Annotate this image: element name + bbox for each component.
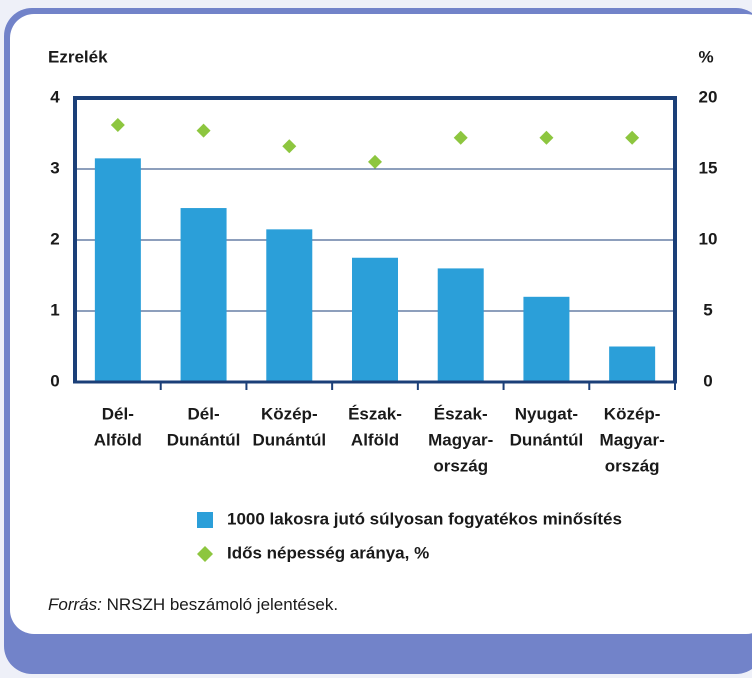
bar [609,346,656,382]
x-tick-label: Alföld [351,430,399,449]
x-tick-label: ország [433,456,488,475]
diamond-marker [453,130,468,145]
bar [523,296,570,382]
y2-tick-label: 0 [703,371,712,390]
legend-swatch [197,512,213,528]
bar [94,158,141,382]
legend-label: 1000 lakosra jutó súlyosan fogyatékos mi… [227,509,622,528]
y-tick-label: 0 [50,371,59,390]
x-tick-label: Közép- [261,404,318,423]
plot-frame [73,96,677,382]
diamond-marker [110,117,125,132]
diamond-marker [196,123,211,138]
x-tick-label: Közép- [604,404,661,423]
diamond-marker [368,154,382,169]
source-text: NRSZH beszámoló jelentések. [107,595,338,614]
legend-swatch [197,546,213,562]
diamond-marker [539,130,554,145]
y2-tick-label: 10 [699,229,718,248]
source-label: Forrás: [48,595,102,614]
y-tick-label: 2 [50,229,59,248]
x-tick-label: Nyugat- [515,404,578,423]
x-tick-label: Magyar- [600,430,665,449]
x-tick-label: Alföld [94,430,142,449]
x-tick-label: Dél- [102,404,134,423]
y-axis-label: Ezrelék [48,47,108,66]
y-tick-label: 4 [50,87,60,106]
diamond-marker [282,139,297,154]
bar [352,257,398,382]
legend-label: Idős népesség aránya, % [227,543,429,562]
y2-tick-label: 15 [699,158,718,177]
y2-tick-label: 5 [703,300,712,319]
source: Forrás: NRSZH beszámoló jelentések. [48,595,338,614]
x-tick-label: Magyar- [428,430,493,449]
x-tick-label: ország [605,456,660,475]
x-tick-label: Dunántúl [510,430,584,449]
y-tick-label: 3 [50,158,59,177]
y2-tick-label: 20 [699,87,718,106]
bar [437,268,484,382]
x-tick-label: Észak- [434,404,488,423]
x-tick-label: Észak- [348,404,402,423]
x-tick-label: Dunántúl [252,430,326,449]
y2-axis-label: % [698,47,713,66]
x-tick-label: Dunántúl [167,430,241,449]
diamond-marker [625,130,640,145]
bar [266,229,313,382]
y-tick-label: 1 [50,300,59,319]
bar [180,208,227,382]
x-tick-label: Dél- [188,404,220,423]
